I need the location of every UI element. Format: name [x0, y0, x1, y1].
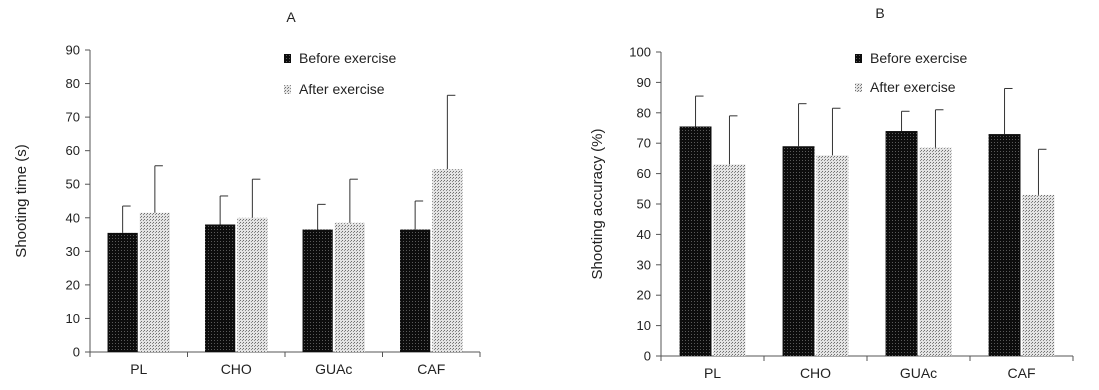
- y-tick-label: 50: [637, 197, 651, 212]
- chart-b: B Shooting accuracy (%) 0 10 20 30 40 50 60 70 80 9…: [589, 5, 1074, 381]
- x-tick-label: GUAc: [900, 365, 937, 381]
- y-tick-label: 0: [73, 345, 80, 360]
- bar-cho-after: [816, 155, 849, 356]
- bar-pl-after: [713, 164, 746, 356]
- y-tick-label: 10: [66, 311, 80, 326]
- y-tick-label: 70: [66, 110, 80, 125]
- bar-cho-after: [237, 217, 268, 352]
- y-tick-label: 40: [66, 210, 80, 225]
- y-tick-label: 90: [637, 75, 651, 90]
- bar-caf-before: [988, 134, 1021, 356]
- x-tick-label: PL: [704, 365, 721, 381]
- y-tick-label: 30: [66, 244, 80, 259]
- legend-swatch-before: [284, 54, 291, 63]
- bar-caf-before: [400, 229, 431, 352]
- bar-cho-before: [205, 224, 236, 352]
- chart-a: A Shooting time (s) 0 10 20 30 40 50 60 70 80 90 PL C…: [13, 9, 481, 377]
- y-tick-label: 60: [66, 143, 80, 158]
- legend-swatch-after: [855, 83, 862, 92]
- x-tick-label: CHO: [800, 365, 831, 381]
- bar-cho-before: [782, 146, 815, 356]
- bar-guac-after: [334, 222, 365, 352]
- legend-swatch-after: [284, 85, 291, 94]
- bar-pl-after: [139, 212, 170, 352]
- x-tick-label: GUAc: [315, 361, 352, 377]
- y-tick-label: 60: [637, 166, 651, 181]
- chart-title: B: [875, 5, 884, 21]
- y-tick-label: 70: [637, 136, 651, 151]
- y-axis-label: Shooting time (s): [13, 144, 30, 257]
- bar-guac-before: [302, 229, 333, 352]
- x-tick-label: CAF: [417, 361, 445, 377]
- y-tick-label: 50: [66, 177, 80, 192]
- y-tick-label: 0: [644, 349, 651, 364]
- bar-caf-after: [432, 169, 463, 352]
- y-tick-label: 80: [637, 105, 651, 120]
- y-tick-label: 20: [637, 288, 651, 303]
- bar-pl-before: [107, 232, 138, 352]
- legend-label-before: Before exercise: [870, 50, 967, 66]
- legend-swatch-before: [855, 54, 862, 63]
- y-tick-label: 10: [637, 318, 651, 333]
- y-tick-label: 80: [66, 76, 80, 91]
- bar-caf-after: [1022, 194, 1055, 356]
- y-tick-label: 20: [66, 277, 80, 292]
- bar-guac-after: [919, 147, 952, 356]
- bar-guac-before: [885, 131, 918, 356]
- x-tick-label: CHO: [221, 361, 252, 377]
- y-tick-label: 40: [637, 227, 651, 242]
- chart-title: A: [286, 9, 296, 25]
- y-axis-label: Shooting accuracy (%): [589, 129, 606, 280]
- legend-label-before: Before exercise: [299, 50, 396, 66]
- y-tick-label: 100: [629, 45, 651, 60]
- x-tick-label: CAF: [1008, 365, 1036, 381]
- legend-label-after: After exercise: [870, 79, 956, 95]
- y-tick-label: 30: [637, 257, 651, 272]
- y-tick-label: 90: [66, 43, 80, 58]
- x-tick-label: PL: [130, 361, 147, 377]
- legend-label-after: After exercise: [299, 81, 385, 97]
- bar-pl-before: [679, 126, 712, 356]
